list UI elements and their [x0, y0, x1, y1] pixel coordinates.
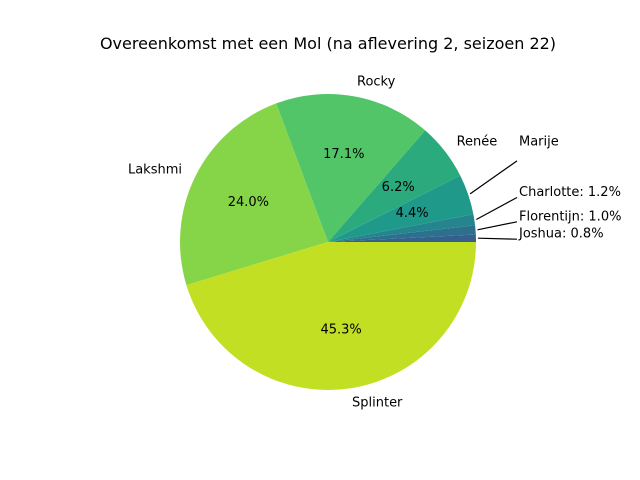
slice-label-rocky: Rocky [357, 74, 396, 89]
slice-percent-renee: 6.2% [382, 180, 415, 195]
slice-label-charlotte: Charlotte: 1.2% [519, 185, 621, 200]
slice-label-splinter: Splinter [352, 396, 403, 411]
pie-slice-florentijn [328, 225, 476, 242]
slice-label-lakshmi: Lakshmi [128, 162, 182, 177]
leader-line-marije [469, 160, 518, 195]
chart-title: Overeenkomst met een Mol (na aflevering … [100, 34, 556, 53]
pie-slice-joshua [328, 234, 476, 242]
slice-percent-splinter: 45.3% [320, 322, 361, 337]
slice-label-florentijn: Florentijn: 1.0% [519, 209, 621, 224]
pie-slice-splinter [186, 242, 476, 390]
slice-label-renee: Renée [457, 135, 498, 150]
slice-label-marije: Marije [519, 134, 559, 149]
leader-lines [469, 160, 518, 240]
slice-percent-rocky: 17.1% [323, 147, 364, 162]
leader-line-florentijn [477, 221, 518, 231]
pie-slices [180, 94, 476, 390]
pie-slice-marije [328, 175, 474, 242]
slice-label-joshua: Joshua: 0.8% [518, 227, 604, 242]
slice-labels: Joshua: 0.8% Florentijn: 1.0% Charlotte: 1… [128, 74, 621, 410]
slice-percent-marije: 4.4% [396, 206, 429, 221]
pie-slice-lakshmi [180, 103, 328, 286]
leader-line-charlotte [476, 196, 518, 221]
pie-slice-renee [328, 130, 461, 242]
leader-line-joshua [477, 237, 518, 240]
pie-slice-charlotte [328, 214, 476, 242]
pie-slice-rocky [276, 94, 426, 242]
slice-percent-lakshmi: 24.0% [228, 195, 269, 210]
